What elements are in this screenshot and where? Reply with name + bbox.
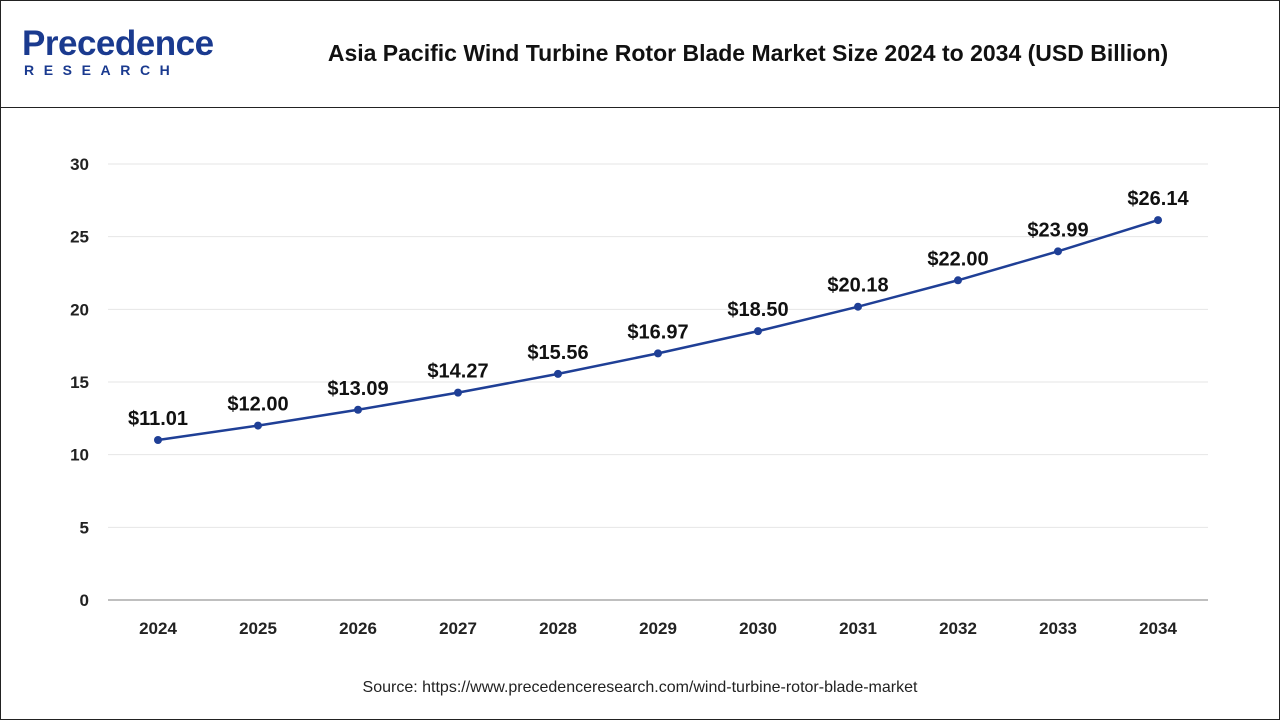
y-tick-label: 5	[80, 518, 89, 537]
x-tick-label: 2033	[1039, 619, 1077, 638]
x-tick-label: 2029	[639, 619, 677, 638]
header: Precedence RESEARCH Asia Pacific Wind Tu…	[0, 0, 1280, 108]
data-label: $22.00	[927, 248, 988, 270]
y-tick-label: 15	[70, 373, 89, 392]
data-point	[354, 405, 362, 414]
data-point	[754, 327, 762, 336]
data-label: $15.56	[527, 342, 588, 364]
brand-logo: Precedence RESEARCH	[22, 24, 222, 84]
y-tick-label: 20	[70, 300, 89, 319]
x-tick-label: 2026	[339, 619, 377, 638]
chart-title: Asia Pacific Wind Turbine Rotor Blade Ma…	[327, 40, 1169, 66]
x-tick-label: 2034	[1139, 619, 1177, 638]
data-label: $18.50	[727, 299, 788, 321]
x-tick-label: 2028	[539, 619, 577, 638]
data-label: $12.00	[227, 394, 288, 416]
data-label: $16.97	[627, 321, 688, 343]
logo-subtitle: RESEARCH	[24, 62, 180, 78]
y-tick-label: 30	[70, 155, 89, 174]
x-tick-label: 2031	[839, 619, 877, 638]
y-tick-label: 10	[70, 446, 89, 465]
data-point	[154, 435, 162, 444]
data-point	[1054, 247, 1062, 256]
y-tick-label: 25	[70, 228, 89, 247]
source-note: Source: https://www.precedenceresearch.c…	[362, 679, 918, 696]
data-label: $23.99	[1027, 219, 1088, 241]
y-tick-label: 0	[80, 591, 89, 610]
logo-word: recedence	[44, 24, 214, 63]
data-point	[854, 302, 862, 311]
data-label: $13.09	[327, 378, 388, 400]
data-point	[1154, 216, 1162, 225]
data-label: $14.27	[427, 361, 488, 383]
data-point	[554, 369, 562, 378]
data-point	[954, 276, 962, 285]
logo-wordmark: Precedence	[22, 24, 214, 64]
data-label: $11.01	[128, 408, 188, 430]
logo-letter-p: P	[22, 24, 45, 63]
data-point	[654, 349, 662, 358]
x-tick-label: 2025	[239, 619, 277, 638]
data-point	[254, 421, 262, 430]
data-label: $20.18	[827, 275, 888, 297]
x-tick-label: 2032	[939, 619, 977, 638]
data-point	[454, 388, 462, 397]
data-label: $26.14	[1127, 188, 1189, 210]
x-tick-label: 2030	[739, 619, 777, 638]
x-tick-label: 2027	[439, 619, 477, 638]
x-tick-label: 2024	[139, 619, 177, 638]
